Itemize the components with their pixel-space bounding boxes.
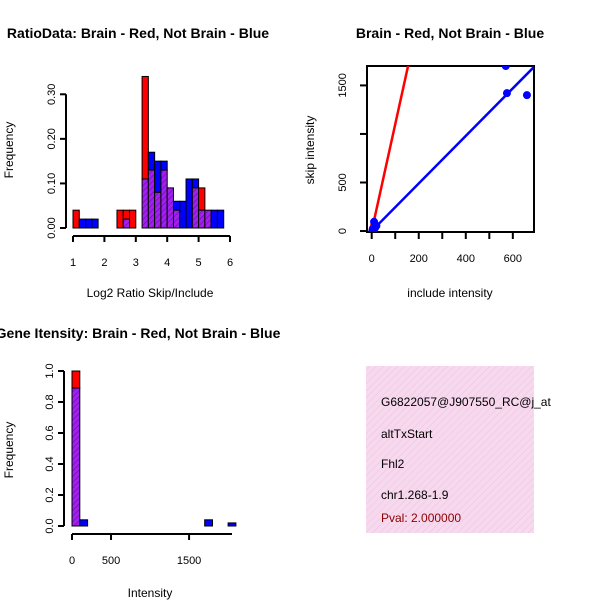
scatter-x-tick-label: 200 <box>410 253 428 265</box>
intensity-histogram-y-tick-label: 0.8 <box>44 394 56 409</box>
info-pval: Pval: 2.000000 <box>381 511 461 525</box>
ratio-histogram-x-tick-label: 6 <box>227 257 233 269</box>
intensity-histogram-ylabel: Frequency <box>2 422 16 479</box>
scatter-point-not-brain <box>502 89 511 98</box>
intensity-histogram-y-tick-label: 0.6 <box>44 425 56 440</box>
intensity-histogram-title: Gene Itensity: Brain - Red, Not Brain - … <box>0 325 281 341</box>
ratio-histogram-bar-not-brain <box>216 209 225 229</box>
info-gene-name: Fhl2 <box>381 457 405 471</box>
ratio-histogram-bar-overlap <box>141 178 149 229</box>
intensity-histogram-bar-overlap <box>71 387 81 527</box>
ratio-histogram-bar-brain <box>122 209 131 220</box>
scatter-point-not-brain <box>501 66 510 70</box>
ratio-histogram-bar-not-brain <box>78 218 87 229</box>
ratio-histogram-bar-not-brain <box>85 218 93 229</box>
ratio-histogram-bar-overlap <box>204 209 212 229</box>
intensity-histogram-y-tick-label: 0.2 <box>44 487 56 502</box>
intensity-histogram-panel: Gene Itensity: Brain - Red, Not Brain - … <box>0 325 281 600</box>
intensity-histogram-xlabel: Intensity <box>128 586 173 600</box>
ratio-histogram-x-tick-label: 5 <box>196 257 202 269</box>
scatter-y-tick-label: 0 <box>337 228 349 234</box>
ratio-histogram-panel: RatioData: Brain - Red, Not Brain - Blue… <box>2 25 269 300</box>
ratio-histogram-bar-brain <box>72 209 80 229</box>
ratio-histogram-bar-brain <box>129 209 137 229</box>
scatter-point-not-brain <box>522 91 531 100</box>
ratio-histogram-bar-not-brain <box>179 200 187 229</box>
ratio-histogram-bar-brain <box>141 75 149 180</box>
ratio-histogram-bar-brain <box>198 187 206 211</box>
ratio-histogram-bar-overlap <box>122 218 131 229</box>
ratio-histogram-y-tick-label: 0.20 <box>46 128 58 149</box>
ratio-histogram-bar-not-brain <box>160 160 168 171</box>
ratio-histogram-y-tick-label: 0.30 <box>46 84 58 105</box>
ratio-histogram-y-tick-label: 0.00 <box>46 217 58 238</box>
scatter-xlabel: include intensity <box>407 286 492 300</box>
info-location: chr1.268-1.9 <box>381 488 449 502</box>
ratio-histogram-bar-overlap <box>198 209 206 229</box>
ratio-histogram-bar-brain <box>116 209 124 229</box>
ratio-histogram-x-tick-label: 1 <box>70 257 76 269</box>
intensity-histogram-x-tick-label: 1500 <box>177 555 201 567</box>
ratio-histogram-bar-overlap <box>154 191 162 229</box>
ratio-histogram-xlabel: Log2 Ratio Skip/Include <box>87 286 214 300</box>
intensity-histogram-y-tick-label: 1.0 <box>44 363 56 378</box>
info-event-type: altTxStart <box>381 427 433 441</box>
scatter-point-not-brain <box>368 226 377 232</box>
ratio-histogram-bar-not-brain <box>147 151 156 171</box>
intensity-histogram-y-tick-label: 0.4 <box>44 456 56 471</box>
ratio-histogram-axes: 0.00 0.10 0.20 0.30 1 2 3 4 5 6 <box>46 84 233 269</box>
intensity-histogram-bar-not-brain <box>79 519 89 527</box>
intensity-histogram-bar-brain <box>71 370 81 389</box>
scatter-fit-line-brain <box>370 66 410 232</box>
scatter-x-tick-label: 0 <box>369 253 375 265</box>
info-background <box>366 366 534 533</box>
ratio-histogram-bar-not-brain <box>185 178 193 229</box>
ratio-histogram-title: RatioData: Brain - Red, Not Brain - Blue <box>7 25 269 41</box>
scatter-plot-box <box>366 65 535 233</box>
ratio-histogram-bar-not-brain <box>191 178 200 189</box>
intensity-histogram-bar-not-brain <box>227 522 237 527</box>
intensity-histogram-x-tick-label: 500 <box>102 555 120 567</box>
ratio-histogram-x-tick-label: 2 <box>101 257 107 269</box>
scatter-y-tick-label: 1500 <box>337 73 349 97</box>
ratio-histogram-ylabel: Frequency <box>2 122 16 179</box>
intensity-scatter-panel: Brain - Red, Not Brain - Blue include in… <box>303 25 544 300</box>
intensity-histogram-axes: 0.0 0.2 0.4 0.6 0.8 1.0 0 500 1500 <box>44 363 232 567</box>
ratio-histogram-x-tick-label: 3 <box>133 257 139 269</box>
ratio-histogram-bar-overlap <box>191 187 200 229</box>
ratio-histogram-x-tick-label: 4 <box>164 257 170 269</box>
intensity-histogram-bars <box>71 370 237 527</box>
ratio-histogram-bar-overlap <box>160 169 168 229</box>
ratio-histogram-y-tick-label: 0.10 <box>46 173 58 194</box>
ratio-histogram-bar-not-brain <box>210 209 218 229</box>
ratio-histogram-bar-not-brain <box>172 200 181 211</box>
ratio-histogram-bar-not-brain <box>91 218 99 229</box>
ratio-histogram-bar-overlap <box>147 169 156 229</box>
scatter-x-tick-label: 600 <box>504 253 522 265</box>
intensity-histogram-x-tick-label: 0 <box>69 555 75 567</box>
ratio-histogram-bar-overlap <box>172 209 181 229</box>
intensity-histogram-y-tick-label: 0.0 <box>44 518 56 533</box>
scatter-title: Brain - Red, Not Brain - Blue <box>356 25 544 41</box>
scatter-ylabel: skip intensity <box>303 116 317 185</box>
scatter-y-tick-label: 500 <box>337 173 349 191</box>
event-info-panel: G6822057@J907550_RC@j_at altTxStart Fhl2… <box>366 366 551 533</box>
scatter-x-tick-label: 400 <box>457 253 475 265</box>
scatter-marks <box>368 66 534 232</box>
ratio-histogram-bar-not-brain <box>154 160 162 193</box>
info-event-id: G6822057@J907550_RC@j_at <box>381 395 551 409</box>
scatter-axes: 0 200 400 600 0 500 1500 <box>337 73 522 265</box>
ratio-histogram-bar-overlap <box>166 187 174 229</box>
ratio-histogram-bars <box>72 75 225 229</box>
intensity-histogram-bar-not-brain <box>204 519 213 527</box>
